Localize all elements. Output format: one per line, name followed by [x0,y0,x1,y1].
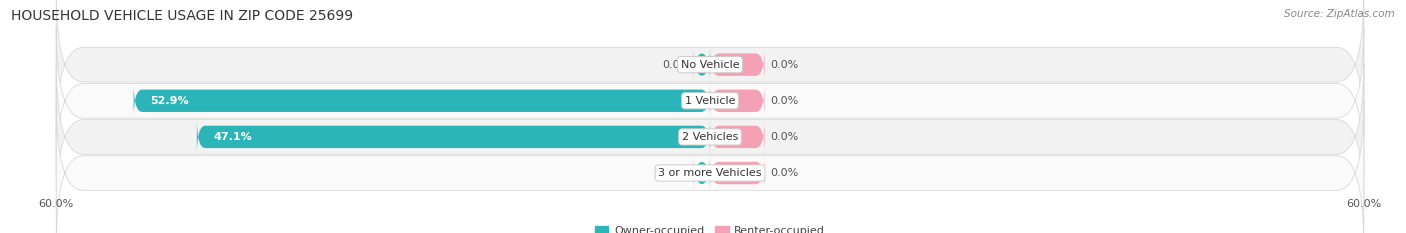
FancyBboxPatch shape [56,100,1364,233]
FancyBboxPatch shape [710,83,765,118]
Text: 47.1%: 47.1% [214,132,252,142]
Text: 0.0%: 0.0% [662,60,690,70]
Text: 0.0%: 0.0% [770,132,799,142]
FancyBboxPatch shape [693,47,710,82]
FancyBboxPatch shape [197,119,710,154]
Text: 1 Vehicle: 1 Vehicle [685,96,735,106]
Text: 0.0%: 0.0% [770,168,799,178]
Text: 2 Vehicles: 2 Vehicles [682,132,738,142]
FancyBboxPatch shape [710,155,765,191]
FancyBboxPatch shape [56,64,1364,210]
FancyBboxPatch shape [56,28,1364,174]
Text: No Vehicle: No Vehicle [681,60,740,70]
Text: 0.0%: 0.0% [770,96,799,106]
FancyBboxPatch shape [710,47,765,82]
Text: 0.0%: 0.0% [662,168,690,178]
FancyBboxPatch shape [710,119,765,154]
Text: 52.9%: 52.9% [150,96,188,106]
Text: Source: ZipAtlas.com: Source: ZipAtlas.com [1284,9,1395,19]
FancyBboxPatch shape [134,83,710,118]
Text: 3 or more Vehicles: 3 or more Vehicles [658,168,762,178]
Text: HOUSEHOLD VEHICLE USAGE IN ZIP CODE 25699: HOUSEHOLD VEHICLE USAGE IN ZIP CODE 2569… [11,9,353,23]
FancyBboxPatch shape [56,0,1364,138]
FancyBboxPatch shape [693,155,710,191]
Text: 0.0%: 0.0% [770,60,799,70]
Legend: Owner-occupied, Renter-occupied: Owner-occupied, Renter-occupied [595,226,825,233]
